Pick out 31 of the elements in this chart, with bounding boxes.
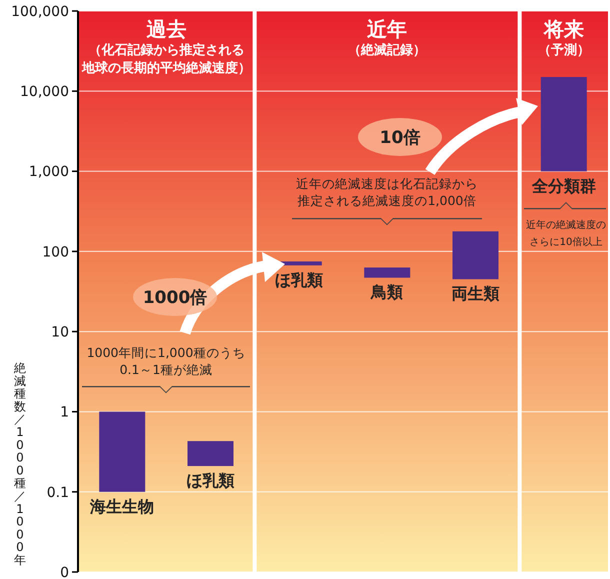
annotation: 近年の絶滅速度のさらに10倍以上 — [526, 219, 606, 248]
annotation: 両生類 — [452, 284, 500, 304]
annotation: 過去 — [145, 17, 186, 41]
y-tick-label: 1 — [60, 404, 69, 421]
annotation: （絶滅記録） — [348, 42, 426, 58]
annotation: （予測） — [538, 43, 590, 58]
bar — [364, 268, 410, 278]
annotation: 鳥類 — [370, 282, 404, 302]
bar — [188, 441, 234, 466]
annotation: ほ乳類 — [274, 270, 323, 290]
annotation: 近年 — [366, 17, 408, 41]
annotation: （化石記録から推定される地球の長期的平均絶滅速度） — [80, 42, 251, 76]
annotation: 10倍 — [380, 128, 420, 148]
annotation: 近年の絶滅速度は化石記録から推定される絶滅速度の1,000倍 — [296, 176, 478, 208]
annotation: ほ乳類 — [186, 471, 234, 490]
bar — [452, 231, 498, 280]
annotation: 海生生物 — [89, 496, 154, 516]
annotation: 全分類群 — [530, 176, 596, 196]
bar — [540, 77, 587, 172]
annotation: 1000倍 — [142, 288, 208, 308]
bar — [99, 412, 146, 492]
y-tick-label: 10,000 — [20, 84, 69, 100]
y-tick-label: 100,000 — [11, 4, 69, 20]
y-tick-label: 10 — [51, 324, 69, 340]
text: 絶滅種数／1000種／1000年 — [14, 361, 26, 567]
annotation: 1000年間に1,000種のうち0.1～1種が絶滅 — [86, 345, 246, 377]
y-tick-label: 1,000 — [28, 164, 69, 180]
y-tick-label: 0.1 — [46, 484, 69, 501]
y-tick-label: 0 — [60, 564, 69, 579]
y-tick-label: 100 — [42, 244, 69, 260]
annotation: 将来 — [542, 17, 584, 41]
